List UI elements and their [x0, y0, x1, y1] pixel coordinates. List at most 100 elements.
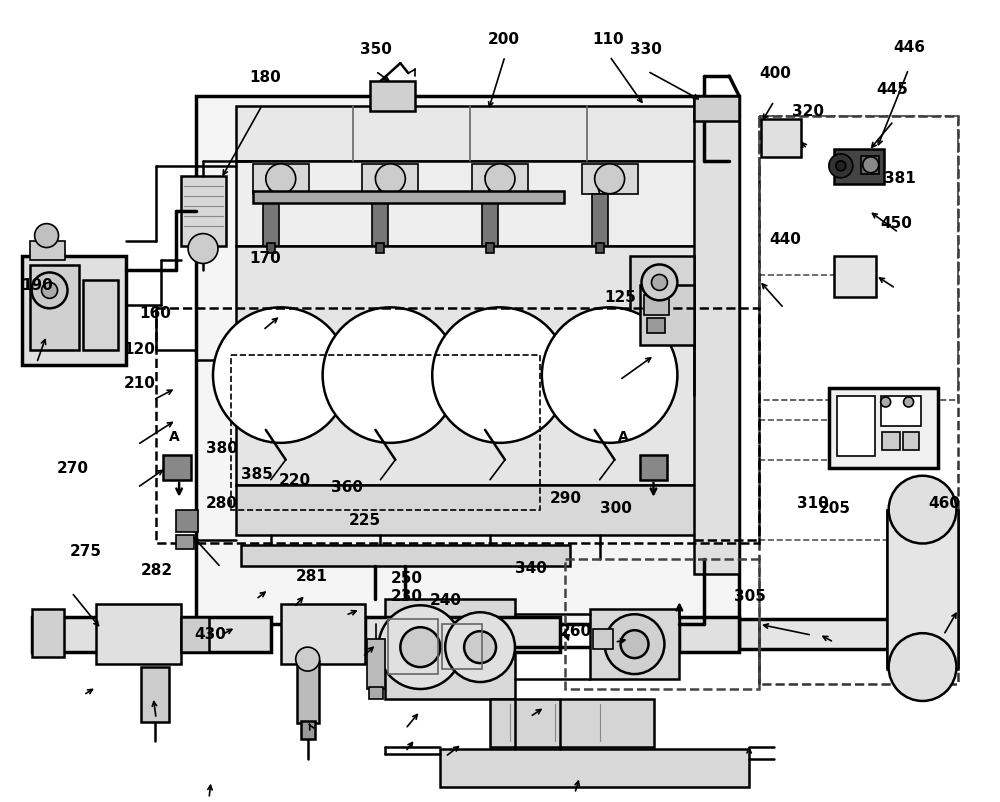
Bar	[440, 749, 749, 787]
Text: 220: 220	[279, 473, 311, 488]
Text: 290: 290	[550, 491, 582, 506]
Bar	[369, 687, 383, 699]
Bar	[388, 619, 438, 674]
Bar	[362, 164, 418, 194]
Bar	[761, 119, 801, 157]
Bar	[176, 509, 198, 532]
Bar	[472, 164, 528, 194]
Bar	[263, 194, 279, 245]
Bar	[236, 245, 704, 484]
Circle shape	[323, 307, 458, 443]
Circle shape	[378, 606, 462, 689]
Circle shape	[296, 647, 320, 671]
Text: A: A	[618, 430, 628, 444]
Circle shape	[904, 397, 914, 407]
Bar	[490, 699, 654, 747]
Circle shape	[836, 161, 846, 171]
Circle shape	[32, 273, 68, 308]
Circle shape	[266, 164, 296, 194]
Circle shape	[375, 164, 405, 194]
Circle shape	[651, 274, 667, 290]
Text: 180: 180	[249, 70, 281, 85]
Bar	[231, 355, 540, 509]
Bar	[644, 295, 669, 315]
Text: 330: 330	[630, 42, 661, 57]
Text: 440: 440	[769, 232, 801, 247]
Text: 240: 240	[430, 593, 462, 608]
Text: 460: 460	[929, 496, 961, 511]
Text: 170: 170	[249, 251, 281, 266]
Circle shape	[863, 157, 879, 172]
Circle shape	[605, 614, 664, 674]
Text: 430: 430	[194, 627, 226, 642]
Bar	[640, 455, 667, 480]
Text: 250: 250	[390, 571, 422, 586]
Text: A: A	[169, 430, 180, 444]
Bar	[83, 281, 118, 350]
Bar	[759, 116, 958, 400]
Circle shape	[432, 307, 568, 443]
Text: 305: 305	[734, 589, 766, 605]
Text: 230: 230	[390, 589, 422, 605]
Bar	[482, 194, 498, 245]
Bar	[32, 610, 64, 657]
Bar	[834, 149, 884, 184]
Bar	[903, 432, 919, 450]
Bar	[176, 535, 194, 549]
Bar	[181, 618, 209, 652]
Bar	[96, 604, 181, 664]
Bar	[829, 388, 938, 468]
Circle shape	[889, 476, 956, 544]
Bar	[837, 396, 875, 456]
Bar	[181, 176, 226, 245]
Bar	[267, 242, 275, 253]
Text: 450: 450	[881, 216, 913, 231]
Text: 360: 360	[331, 480, 363, 495]
Circle shape	[400, 627, 440, 667]
Text: 275: 275	[69, 544, 101, 559]
Text: 281: 281	[296, 569, 328, 585]
Circle shape	[485, 164, 515, 194]
Text: 340: 340	[515, 561, 547, 577]
Circle shape	[542, 307, 677, 443]
Bar	[163, 455, 191, 480]
Text: 445: 445	[877, 82, 909, 97]
Text: 380: 380	[206, 441, 238, 456]
Circle shape	[35, 224, 59, 248]
Circle shape	[829, 154, 853, 178]
Bar	[596, 242, 604, 253]
Text: 300: 300	[600, 501, 632, 516]
Circle shape	[42, 282, 58, 298]
Bar	[640, 286, 694, 345]
Text: 200: 200	[488, 32, 520, 47]
Bar	[30, 241, 65, 261]
Text: 110: 110	[593, 32, 624, 47]
Text: 320: 320	[792, 104, 824, 119]
Bar	[590, 610, 679, 679]
Bar	[694, 96, 739, 574]
Text: 125: 125	[605, 290, 637, 305]
Bar	[297, 661, 319, 723]
Bar	[30, 265, 79, 350]
Text: 381: 381	[884, 172, 915, 186]
Bar	[32, 618, 271, 652]
Bar	[694, 96, 739, 121]
Bar	[882, 432, 900, 450]
Text: 260: 260	[560, 624, 592, 638]
Bar	[367, 639, 385, 689]
Bar	[370, 81, 415, 111]
Text: 385: 385	[241, 467, 273, 482]
Bar	[281, 604, 365, 664]
Text: 120: 120	[123, 342, 155, 357]
Text: 210: 210	[123, 376, 155, 391]
Text: 205: 205	[819, 501, 851, 516]
Bar	[301, 721, 315, 739]
Circle shape	[188, 233, 218, 264]
Bar	[141, 667, 169, 722]
Bar	[739, 619, 948, 649]
Bar	[582, 164, 638, 194]
Bar	[759, 116, 958, 684]
Text: 282: 282	[141, 563, 173, 578]
Circle shape	[213, 307, 349, 443]
Text: 225: 225	[349, 513, 381, 529]
